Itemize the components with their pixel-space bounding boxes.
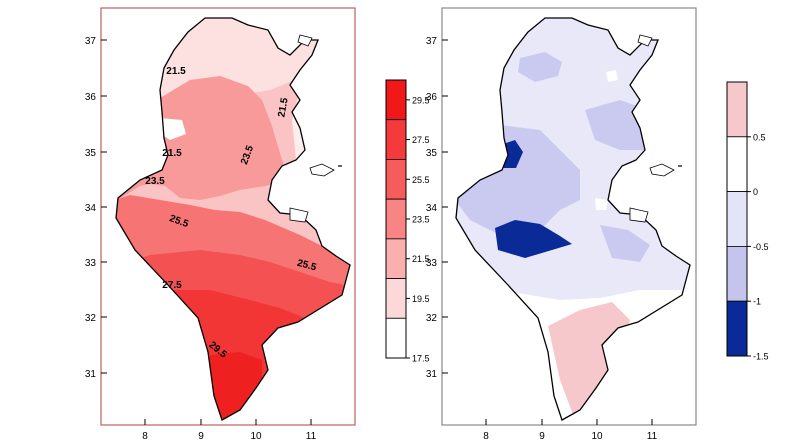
y-tick-label: 37 bbox=[426, 36, 438, 47]
x-tick-label: 8 bbox=[483, 431, 489, 442]
contour-label: 21.5 bbox=[162, 148, 182, 159]
colorbar-segment bbox=[385, 317, 407, 359]
colorbar-tick-label: 23.5 bbox=[412, 215, 430, 225]
contour-label: 21.5 bbox=[166, 66, 186, 77]
y-tick-label: 31 bbox=[85, 369, 97, 380]
colorbar-tick-label: 25.5 bbox=[412, 175, 430, 185]
anomaly-map-panel: 8 9 10 11 37 36 35 34 33 32 31 bbox=[426, 7, 697, 442]
colorbar-tick-label: 27.5 bbox=[412, 135, 430, 145]
x-tick-label: 9 bbox=[539, 431, 545, 442]
x-tick-label: 8 bbox=[142, 431, 148, 442]
colorbar-tick-label: -1.5 bbox=[753, 352, 769, 362]
y-tick-label: 34 bbox=[426, 203, 438, 214]
x-tick-label: 11 bbox=[306, 431, 317, 442]
y-tick-label: 33 bbox=[85, 258, 97, 269]
colorbar-tick-label: 17.5 bbox=[412, 354, 430, 364]
colorbar-segment bbox=[726, 300, 748, 357]
y-tick-label: 36 bbox=[426, 92, 438, 103]
colorbar-tick-label: 0 bbox=[753, 187, 758, 197]
y-tick-label: 35 bbox=[85, 148, 97, 159]
y-tick-label: 34 bbox=[85, 203, 97, 214]
colorbar-segment bbox=[726, 81, 748, 138]
colorbar-segment bbox=[726, 136, 748, 193]
y-tick-label: 33 bbox=[426, 258, 438, 269]
colorbar-tick-label: -0.5 bbox=[753, 242, 769, 252]
colorbar-segment bbox=[385, 79, 407, 121]
x-tick-label: 10 bbox=[250, 431, 262, 442]
colorbar-segment bbox=[385, 159, 407, 200]
colorbar-segment bbox=[385, 119, 407, 160]
x-tick-label: 9 bbox=[198, 431, 204, 442]
colorbar-tick-label: -1 bbox=[753, 297, 761, 307]
colorbar-segment bbox=[385, 238, 407, 279]
temperature-colorbar: 29.5 27.5 25.5 23.5 21.5 19.5 17.5 bbox=[385, 79, 430, 364]
colorbar-tick-label: 29.5 bbox=[412, 95, 430, 105]
y-tick-label: 32 bbox=[426, 313, 438, 324]
y-tick-label: 31 bbox=[426, 369, 438, 380]
contour-label: 27.5 bbox=[162, 280, 182, 291]
contour-label: 21.5 bbox=[276, 97, 290, 119]
colorbar-tick-label: 19.5 bbox=[412, 294, 430, 304]
colorbar-segment bbox=[726, 191, 748, 247]
anomaly-colorbar: 0.5 0 -0.5 -1 -1.5 bbox=[726, 81, 769, 362]
y-tick-label: 36 bbox=[85, 92, 97, 103]
colorbar-tick-label: 21.5 bbox=[412, 254, 430, 264]
x-tick-label: 10 bbox=[591, 431, 603, 442]
colorbar-border bbox=[726, 81, 748, 357]
colorbar-segment bbox=[385, 278, 407, 319]
y-axis-ticks: 37 36 35 34 33 32 31 bbox=[426, 36, 448, 380]
contour-label: 23.5 bbox=[145, 176, 165, 187]
colorbar-tick-label: 0.5 bbox=[753, 132, 766, 142]
y-tick-label: 37 bbox=[85, 36, 97, 47]
x-tick-label: 11 bbox=[647, 431, 658, 442]
x-axis-ticks: 8 9 10 11 bbox=[142, 419, 317, 442]
colorbar-segment bbox=[726, 245, 748, 302]
colorbar-segment bbox=[385, 198, 407, 240]
contour-label: 25.5 bbox=[296, 258, 318, 274]
y-tick-label: 32 bbox=[85, 313, 97, 324]
y-axis-ticks: 37 36 35 34 33 32 31 bbox=[85, 36, 107, 380]
y-tick-label: 35 bbox=[426, 148, 438, 159]
x-axis-ticks: 8 9 10 11 bbox=[483, 419, 658, 442]
